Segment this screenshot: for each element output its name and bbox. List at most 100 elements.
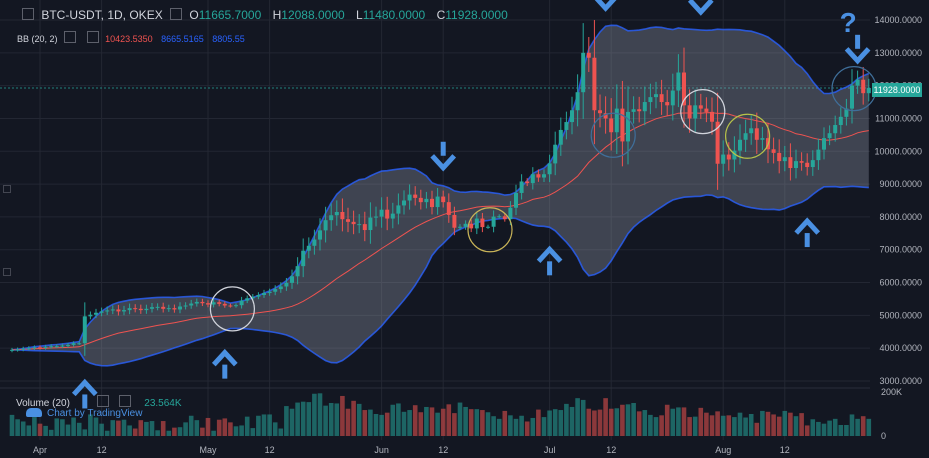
volume-bar	[765, 411, 771, 436]
volume-bar	[676, 407, 681, 436]
candle-body	[586, 52, 591, 58]
candle-body	[357, 224, 362, 226]
candle-body	[732, 150, 737, 160]
candle-body	[402, 200, 406, 206]
volume-bar	[284, 406, 289, 436]
volume-bar	[496, 418, 502, 436]
x-tick-label: May	[199, 445, 217, 455]
volume-bar	[340, 395, 345, 436]
volume-bar	[603, 398, 608, 436]
candle-body	[525, 181, 530, 184]
volume-bar	[530, 417, 536, 436]
symbol-header: BTC-USDT, 1D, OKEX O11665.7000 H12088.00…	[18, 8, 508, 22]
sidebar-handle-icon[interactable]	[3, 268, 11, 276]
volume-bar	[93, 417, 99, 436]
volume-bar	[412, 405, 418, 436]
candle-body	[105, 310, 110, 312]
settings-icon[interactable]	[170, 8, 183, 20]
candle-body	[598, 110, 602, 114]
candle-body	[609, 118, 614, 133]
volume-bar	[569, 406, 575, 436]
candle-body	[99, 311, 104, 313]
volume-bar	[776, 416, 782, 436]
candle-body	[805, 162, 810, 168]
bb-lower-line	[11, 185, 869, 367]
candle-body	[418, 197, 423, 203]
x-tick-label: Jul	[544, 445, 556, 455]
symbol-title: BTC-USDT, 1D, OKEX	[41, 8, 163, 22]
volume-bar	[48, 429, 54, 436]
volume-bars	[9, 393, 872, 436]
x-tick-label: 12	[606, 445, 616, 455]
candle-body	[334, 211, 339, 216]
volume-bar	[709, 415, 715, 436]
volume-bar	[328, 403, 334, 436]
y-tick-label: 3000.0000	[879, 376, 922, 386]
candle-body	[290, 276, 294, 283]
volume-bar	[20, 421, 26, 436]
volume-bar	[642, 410, 648, 436]
volume-bar	[670, 408, 676, 436]
candle-body	[77, 343, 82, 345]
volume-bar	[625, 404, 631, 436]
close-icon[interactable]	[86, 31, 99, 43]
volume-bar	[188, 415, 194, 436]
eye-icon[interactable]	[96, 395, 109, 407]
volume-bar	[754, 422, 760, 436]
volume-bar	[250, 428, 256, 436]
candle-body	[368, 217, 373, 231]
volume-bar	[272, 422, 278, 436]
volume-bar	[737, 412, 743, 436]
eye-icon[interactable]	[64, 31, 77, 43]
volume-bar	[127, 425, 132, 436]
highlight-circle	[467, 207, 513, 253]
candle-body	[530, 174, 535, 184]
low-label: L	[356, 8, 363, 22]
volume-bar	[384, 412, 390, 436]
candle-body	[430, 198, 434, 208]
candle-body	[553, 144, 558, 164]
volume-bar	[183, 422, 188, 436]
candle-body	[413, 194, 418, 198]
volume-bar	[541, 417, 547, 436]
candle-body	[206, 303, 210, 305]
volume-bar	[104, 430, 110, 436]
volume-bar	[720, 415, 726, 436]
candle-body	[71, 343, 76, 345]
candle-body	[710, 111, 714, 122]
indicator-legend: BB (20, 2) 10423.5350 8665.5165 8805.55	[17, 31, 245, 44]
close-icon[interactable]	[119, 395, 132, 407]
volume-bar	[597, 409, 603, 436]
candle-body	[794, 161, 798, 169]
volume-bar	[116, 420, 121, 436]
volume-bar	[866, 418, 872, 436]
candle-body	[82, 316, 87, 344]
volume-bar	[715, 411, 720, 436]
candle-body	[396, 205, 401, 214]
tradingview-branding[interactable]: Chart by TradingView	[26, 408, 142, 419]
collapse-icon[interactable]	[22, 8, 34, 20]
volume-bar	[648, 414, 653, 436]
question-mark: ?	[840, 7, 857, 38]
candle-body	[194, 301, 199, 304]
x-tick-label: Apr	[33, 445, 47, 455]
volume-bar	[267, 414, 272, 436]
candle-body	[659, 94, 664, 103]
volume-bar	[547, 410, 552, 436]
candle-body	[49, 346, 54, 348]
x-tick-label: 12	[438, 445, 448, 455]
candle-body	[256, 295, 261, 297]
volume-bar	[211, 430, 216, 436]
candle-body	[172, 308, 177, 310]
candle-body	[362, 224, 367, 231]
sidebar-handle-icon[interactable]	[3, 185, 11, 193]
candle-body	[21, 348, 26, 350]
candle-body	[340, 211, 345, 220]
volume-bar	[244, 416, 250, 436]
volume-bar	[502, 410, 508, 436]
candle-body	[250, 296, 255, 299]
candle-body	[133, 308, 138, 310]
volume-bar	[15, 419, 20, 436]
volume-bar	[440, 408, 446, 436]
